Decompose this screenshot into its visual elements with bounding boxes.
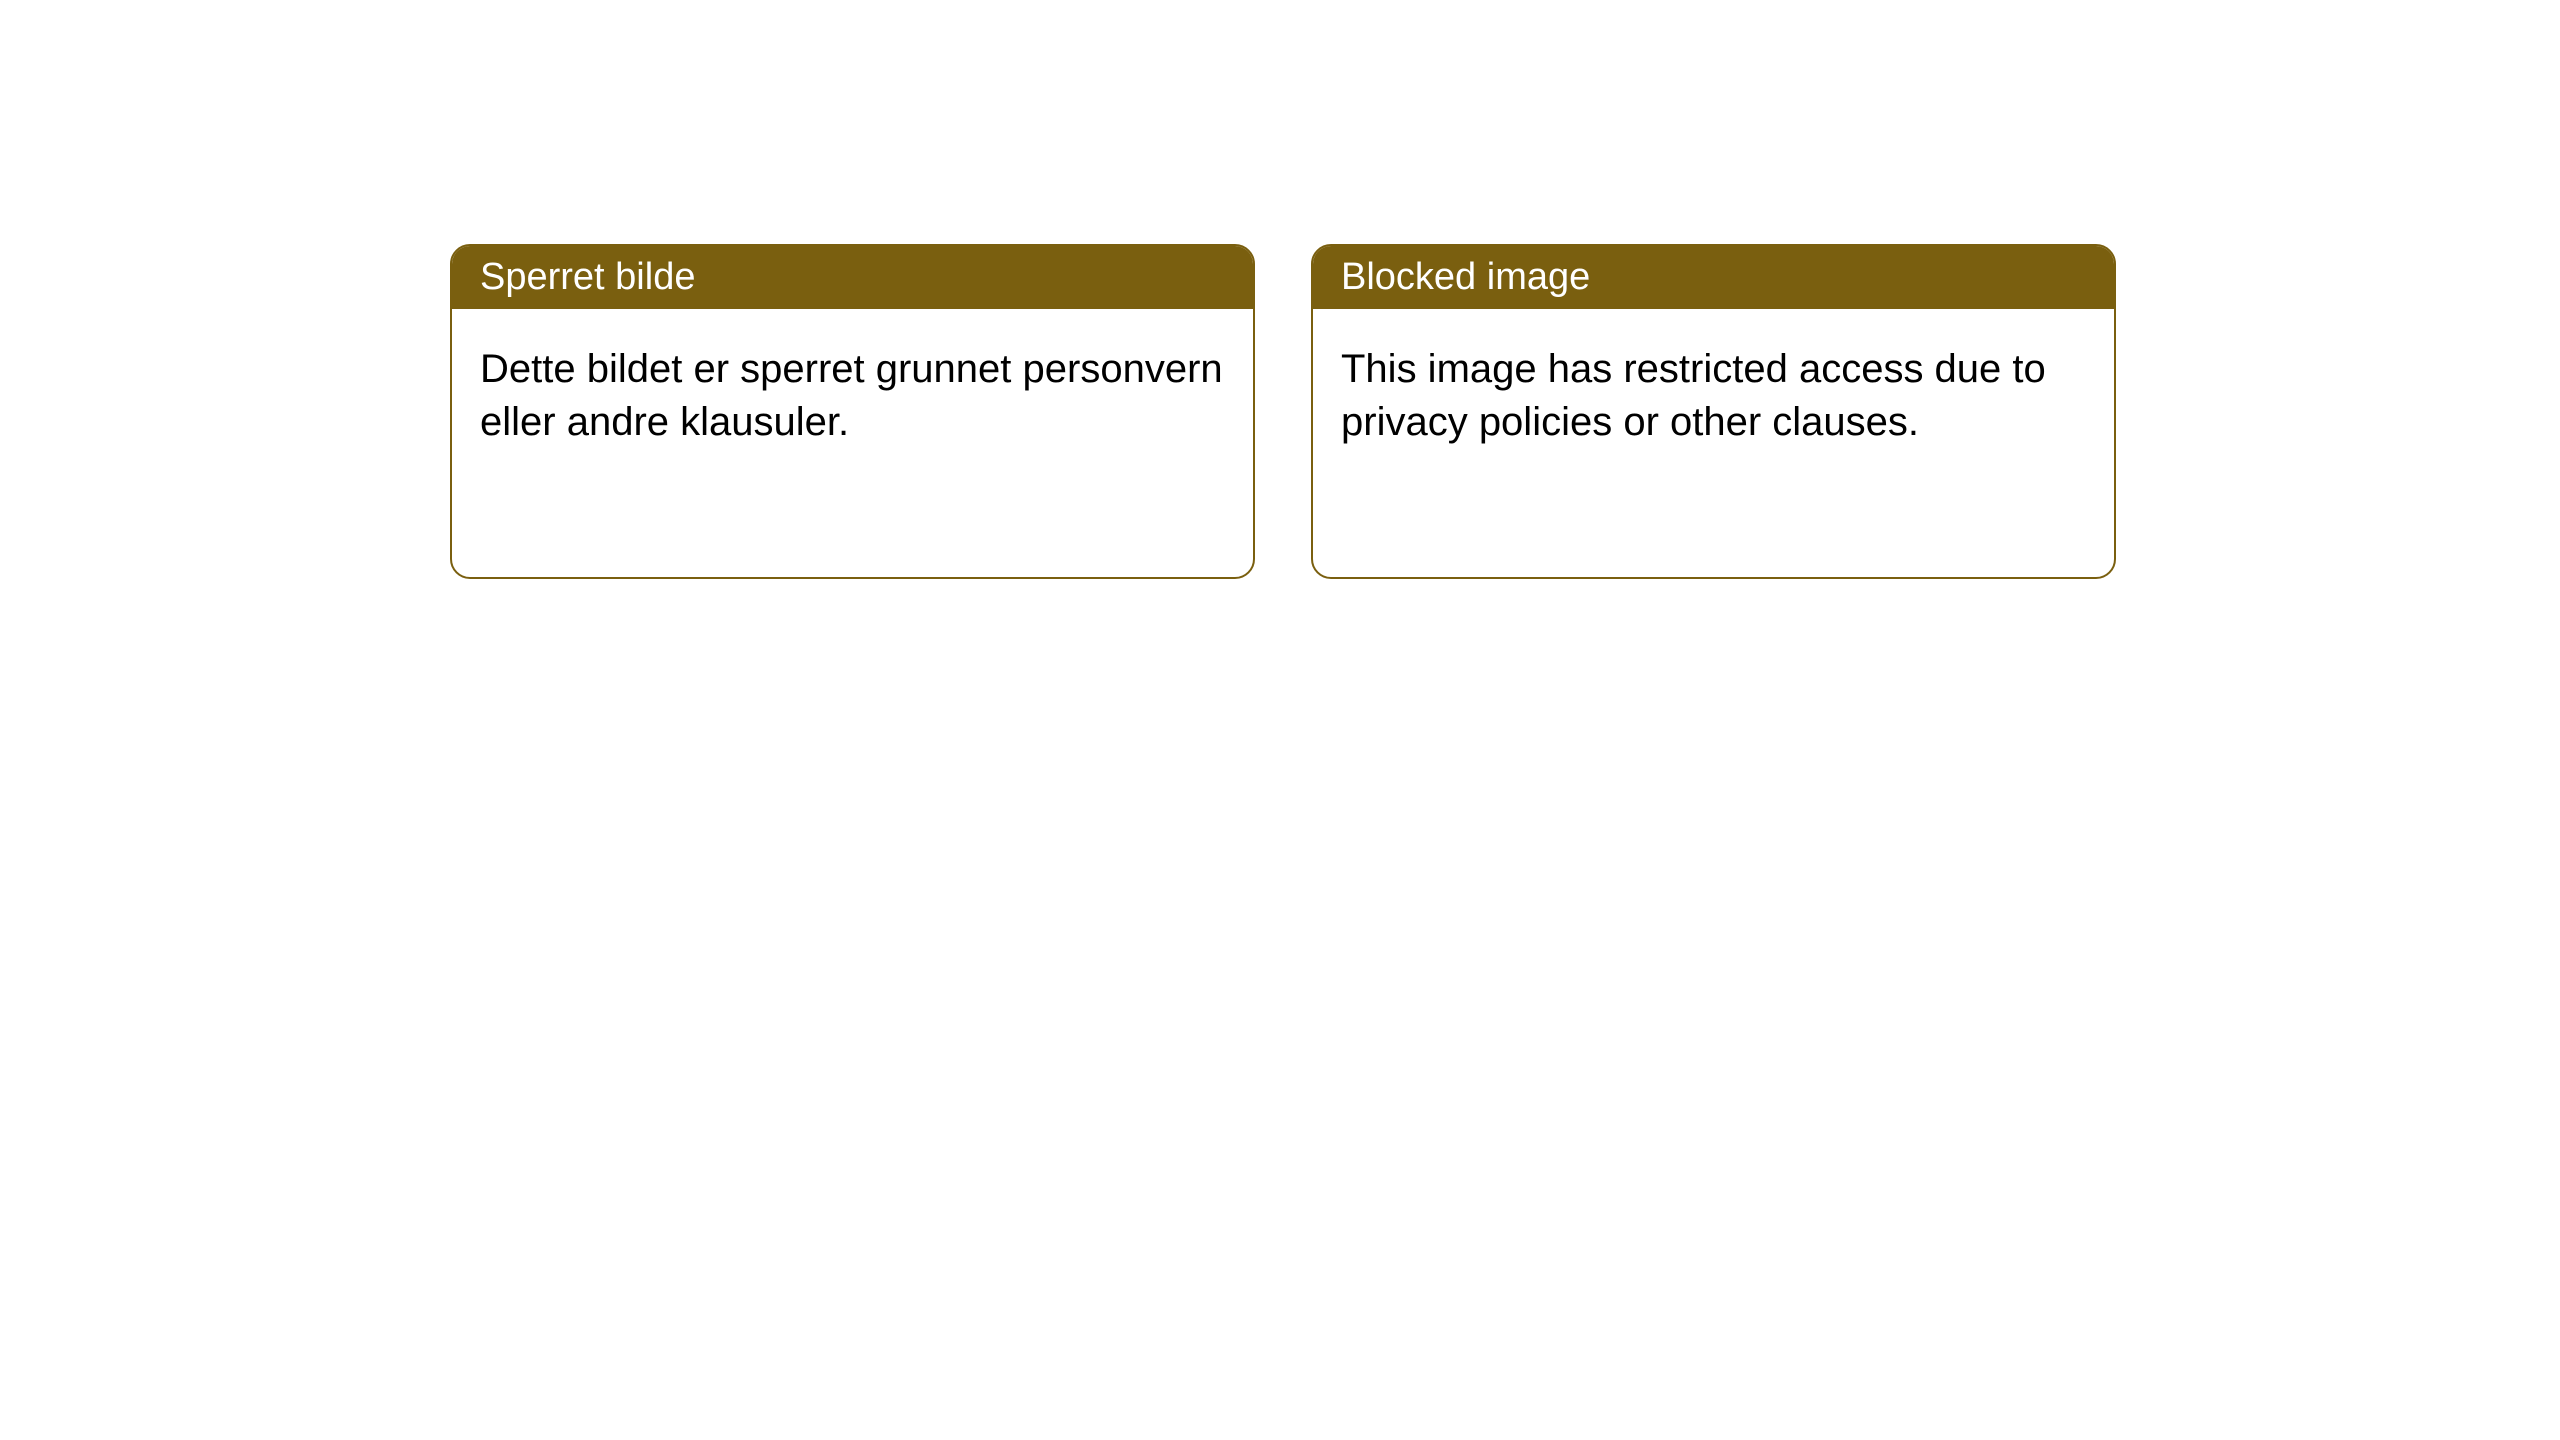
blocked-image-card-en: Blocked image This image has restricted … — [1311, 244, 2116, 579]
blocked-image-card-no: Sperret bilde Dette bildet er sperret gr… — [450, 244, 1255, 579]
card-body-en: This image has restricted access due to … — [1313, 309, 2114, 483]
card-header-no: Sperret bilde — [452, 246, 1253, 309]
card-body-no: Dette bildet er sperret grunnet personve… — [452, 309, 1253, 483]
card-container: Sperret bilde Dette bildet er sperret gr… — [0, 0, 2560, 579]
card-header-en: Blocked image — [1313, 246, 2114, 309]
